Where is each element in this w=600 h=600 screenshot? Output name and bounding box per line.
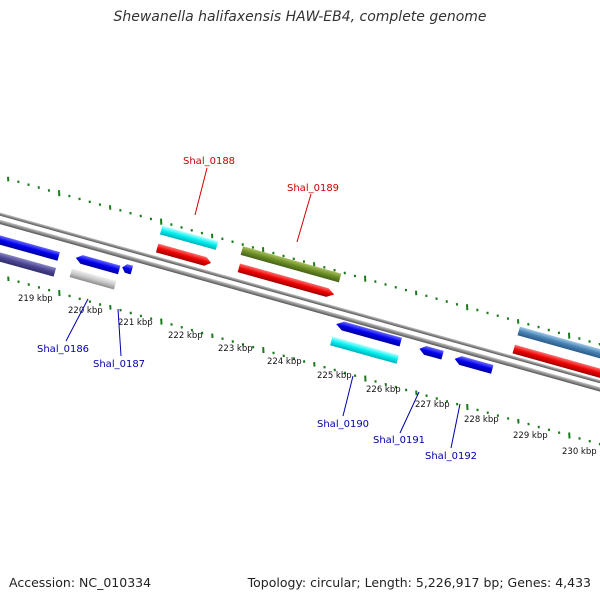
- left-feature-purple: [0, 250, 57, 277]
- gene-shal-0190-arrow[interactable]: [335, 320, 402, 347]
- scale-label-223kbp: 223 kbp: [218, 344, 253, 354]
- accession-text: Accession: NC_010334: [9, 575, 152, 590]
- scale-label-222kbp: 222 kbp: [168, 331, 203, 341]
- gene-shal-0192-arrow[interactable]: [453, 355, 494, 374]
- gene-shal-0189-arrow[interactable]: [237, 263, 336, 298]
- gene-label-shal-0188[interactable]: Shal_0188: [183, 156, 235, 167]
- genome-backbone: [0, 199, 600, 405]
- right-feature-steel: [517, 326, 600, 363]
- scale-label-219kbp: 219 kbp: [18, 294, 53, 304]
- gene-shal-0187-arrow[interactable]: [121, 263, 134, 275]
- gene-label-shal-0192[interactable]: Shal_0192: [425, 451, 477, 462]
- scale-label-224kbp: 224 kbp: [267, 357, 302, 367]
- scale-label-220kbp: 220 kbp: [68, 306, 103, 316]
- gene-label-shal-0191[interactable]: Shal_0191: [373, 435, 425, 446]
- reverse-features: [0, 233, 494, 374]
- scale-labels: 219 kbp 220 kbp 221 kbp 222 kbp 223 kbp …: [18, 294, 597, 457]
- scale-label-227kbp: 227 kbp: [415, 400, 450, 410]
- genome-summary-text: Topology: circular; Length: 5,226,917 bp…: [247, 575, 591, 590]
- map-title: Shewanella halifaxensis HAW-EB4, complet…: [113, 9, 487, 25]
- scale-ticks-top: [7, 176, 600, 346]
- gene-shal-0190-feature[interactable]: [330, 336, 399, 364]
- scale-label-221kbp: 221 kbp: [118, 318, 153, 328]
- right-feature-red: [512, 344, 600, 381]
- gene-shal-0186-arrow[interactable]: [75, 253, 121, 275]
- gene-labels: Shal_0188 Shal_0189 Shal_0186 Shal_0187 …: [37, 156, 477, 462]
- gene-shal-0191-arrow[interactable]: [418, 344, 444, 360]
- label-leaders: [65, 167, 461, 449]
- gene-shal-0188-feature[interactable]: [159, 225, 219, 250]
- gene-shal-0188-arrow[interactable]: [155, 243, 212, 268]
- scale-ticks-bottom: [7, 276, 600, 446]
- scale-label-226kbp: 226 kbp: [366, 385, 401, 395]
- gene-label-shal-0186[interactable]: Shal_0186: [37, 344, 89, 355]
- scale-label-228kbp: 228 kbp: [464, 415, 499, 425]
- gene-label-shal-0187[interactable]: Shal_0187: [93, 359, 145, 370]
- scale-label-229kbp: 229 kbp: [513, 431, 548, 441]
- gene-label-shal-0189[interactable]: Shal_0189: [287, 183, 339, 194]
- left-gene-blue: [0, 233, 60, 261]
- gene-shal-0186-feature[interactable]: [69, 268, 117, 290]
- scale-label-230kbp: 230 kbp: [562, 447, 597, 457]
- gene-label-shal-0190[interactable]: Shal_0190: [317, 419, 369, 430]
- scale-label-225kbp: 225 kbp: [317, 371, 352, 381]
- forward-features: [155, 225, 600, 381]
- gene-shal-0189-feature[interactable]: [240, 246, 342, 283]
